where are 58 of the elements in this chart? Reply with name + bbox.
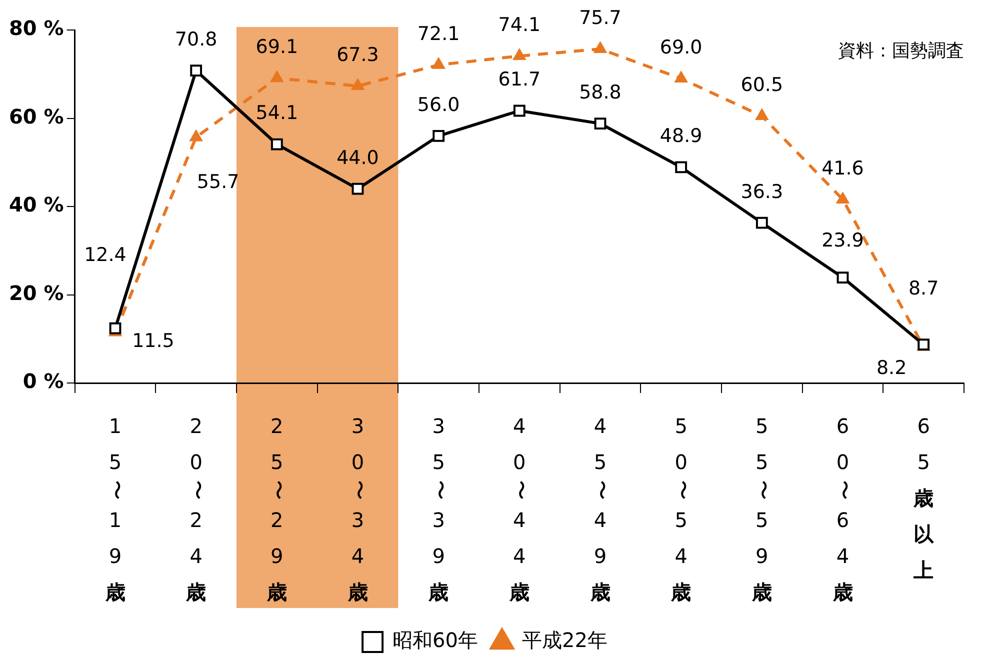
point [674, 71, 688, 83]
x-tick-label: 25〜29歳 [266, 414, 291, 604]
data-label: 8.7 [908, 278, 939, 300]
data-label: 69.1 [256, 36, 298, 58]
data-label: 54.1 [256, 102, 298, 124]
x-tick-label: 30〜34歳 [346, 414, 372, 604]
point [756, 216, 768, 229]
annotation: 資料：国勢調査 [838, 40, 964, 62]
data-label: 74.1 [498, 14, 541, 36]
point [432, 130, 445, 142]
data-label: 8.2 [876, 356, 907, 379]
x-tick-label: 20〜24歳 [185, 414, 210, 604]
legend-label: 昭和60年 [392, 628, 478, 652]
data-label: 44.0 [336, 146, 379, 169]
point [755, 108, 768, 120]
point [270, 70, 284, 82]
point [675, 161, 688, 174]
data-label: 12.4 [84, 244, 126, 266]
point [270, 138, 283, 150]
data-label: 58.8 [579, 81, 622, 104]
data-label: 56.0 [417, 94, 460, 116]
data-label: 69.0 [660, 36, 702, 58]
y-tick-label: 40 % [8, 192, 64, 217]
point [190, 64, 202, 77]
point [836, 192, 850, 204]
x-tick-label: 60〜64歳 [832, 414, 857, 604]
point [836, 272, 849, 284]
point [594, 41, 607, 53]
data-label: 72.1 [417, 22, 460, 45]
data-label: 36.3 [740, 180, 784, 203]
point [432, 57, 446, 69]
point [352, 182, 364, 195]
y-tick-label: 0 % [22, 369, 64, 394]
data-label: 75.7 [579, 6, 622, 29]
data-label: 48.9 [660, 125, 702, 148]
x-tick-label: 50〜54歳 [670, 414, 695, 604]
point [513, 104, 526, 117]
point [594, 118, 606, 130]
y-tick-label: 20 % [8, 280, 64, 305]
x-tick-label: 45〜49歳 [589, 414, 614, 604]
data-label: 23.9 [822, 229, 864, 252]
data-label: 60.5 [740, 74, 784, 96]
data-label: 67.3 [336, 44, 379, 66]
y-tick-label: 80 % [8, 16, 64, 40]
x-tick-label: 55〜59歳 [750, 414, 776, 604]
x-tick-label: 65歳以上 [912, 414, 935, 582]
point [190, 130, 203, 142]
data-label: 70.8 [174, 28, 218, 51]
data-label: 61.7 [498, 68, 541, 91]
data-label: 41.6 [822, 157, 864, 180]
point [512, 48, 526, 60]
x-tick-label: 35〜39歳 [428, 414, 452, 604]
data-label: 11.5 [132, 330, 174, 352]
x-tick-label: 40〜44歳 [508, 414, 534, 604]
x-tick-label: 15〜19歳 [104, 414, 130, 604]
y-tick-label: 60 % [8, 104, 64, 128]
legend-label: 平成22年 [522, 628, 608, 652]
point [351, 78, 364, 90]
